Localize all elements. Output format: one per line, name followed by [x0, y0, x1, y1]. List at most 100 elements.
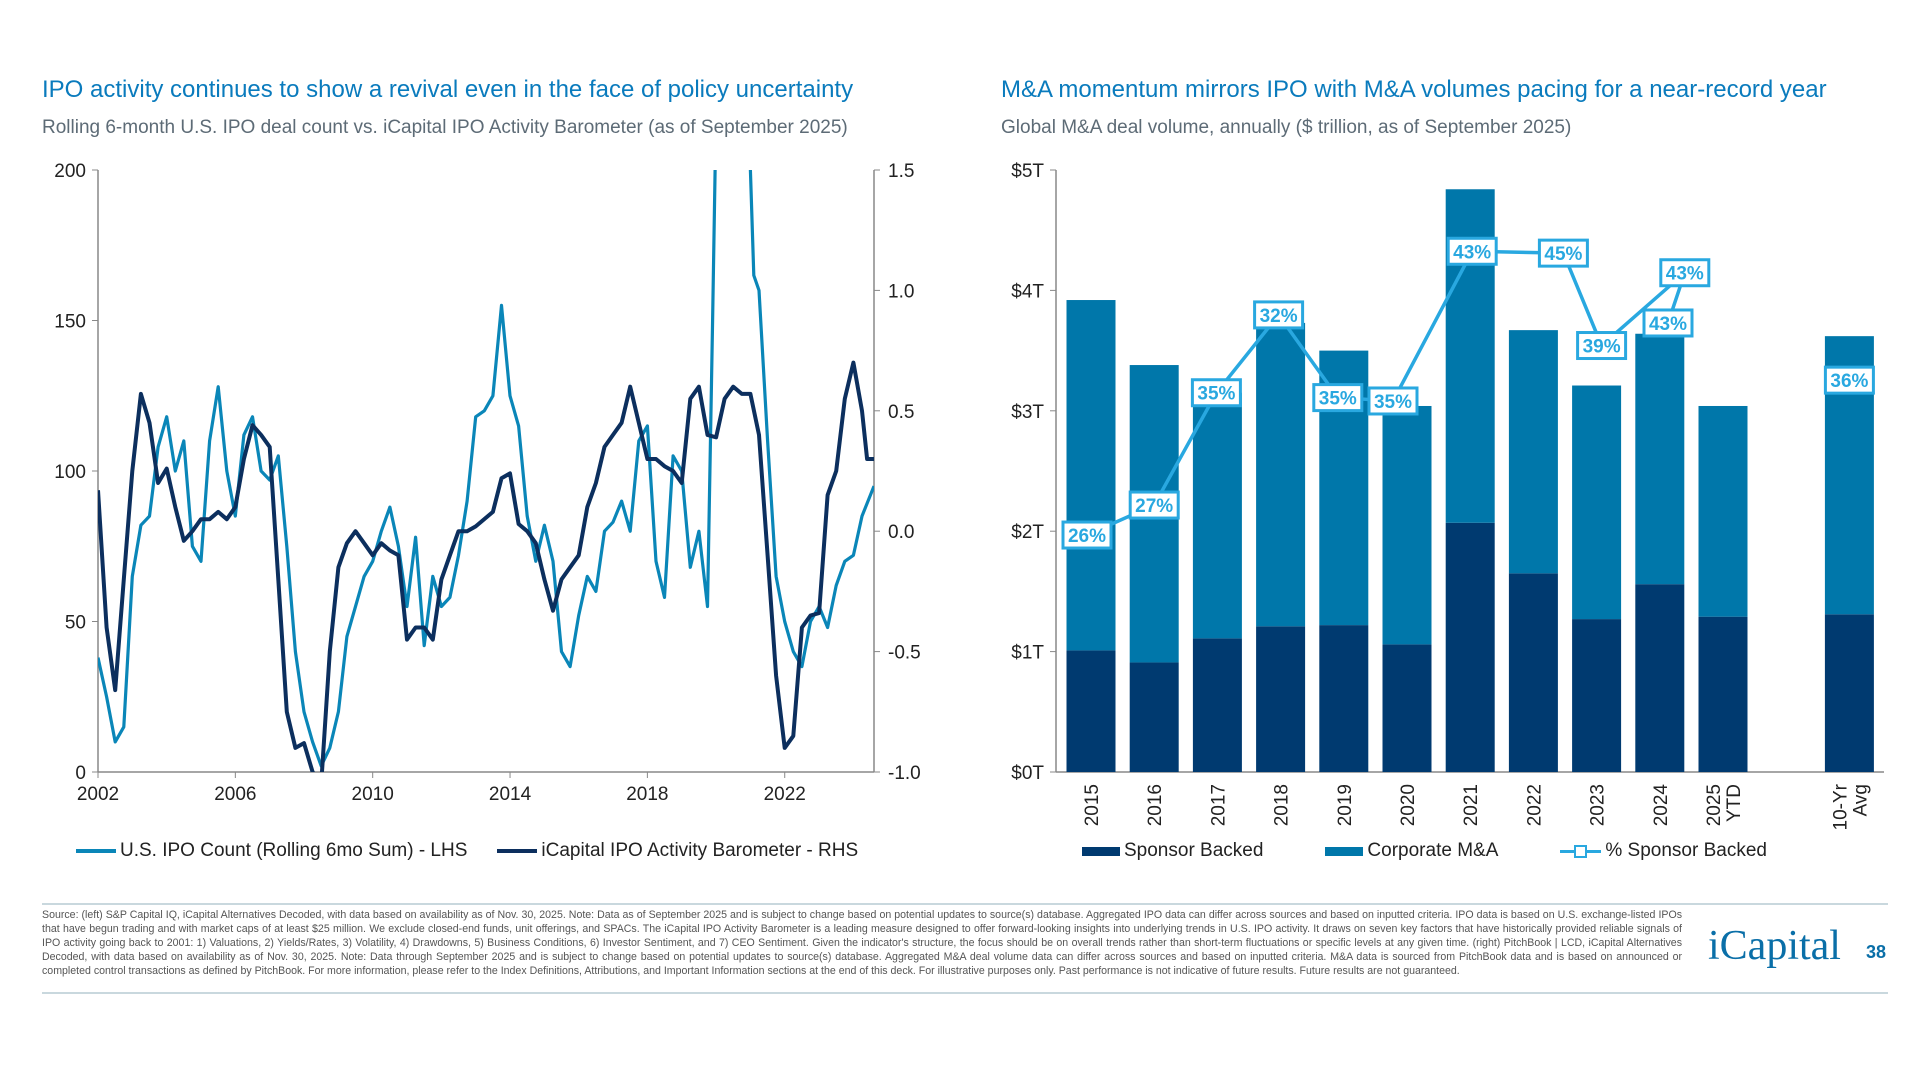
legend-swatch-ipo-count: [76, 849, 116, 853]
pct-sponsor-label: 35%: [1319, 389, 1357, 410]
bar-sponsor-backed: [1508, 573, 1558, 772]
y-left-tick-label: 50: [65, 613, 86, 634]
bar-y-tick-label: $3T: [1011, 402, 1044, 423]
bar-category-label-line: 2020: [1398, 784, 1419, 826]
pct-label-box: [1190, 378, 1242, 408]
bar-category-label: 10-Yr Avg: [1830, 783, 1871, 830]
icapital-logo: iCapital: [1708, 923, 1841, 969]
bar-y-tick-label: $1T: [1011, 643, 1044, 664]
bar-category-label-line: 2018: [1272, 784, 1293, 826]
legend-label-sponsor: Sponsor Backed: [1124, 840, 1264, 861]
bar-sponsor-backed: [1192, 638, 1242, 772]
bar-corporate-ma: [1066, 300, 1116, 651]
bar-category-label-line: 10-Yr: [1830, 783, 1851, 830]
bar-category-label-line: 2024: [1651, 784, 1672, 827]
pct-label-box: [1537, 238, 1589, 268]
y-left-tick-label: 150: [54, 312, 86, 333]
pct-sponsor-label: 27%: [1135, 496, 1173, 517]
y-right-tick-label: 0.0: [888, 522, 914, 543]
bar-corporate-ma: [1572, 385, 1622, 620]
bar-y-tick-label: $4T: [1011, 281, 1044, 302]
pct-label-box: [1823, 365, 1875, 395]
x-tick-label: 2022: [764, 784, 806, 805]
pct-sponsor-label: 45%: [1544, 244, 1582, 265]
bar-sponsor-backed: [1066, 650, 1116, 772]
left-chart-subtitle: Rolling 6-month U.S. IPO deal count vs. …: [42, 117, 848, 138]
pct-sponsor-label: 26%: [1068, 526, 1106, 547]
right-chart-title: M&A momentum mirrors IPO with M&A volume…: [1001, 76, 1827, 103]
y-left-tick-label: 100: [54, 462, 86, 483]
pct-label-box: [1253, 300, 1305, 330]
bar-category-label: 2017: [1208, 784, 1229, 826]
bar-sponsor-backed: [1698, 616, 1748, 772]
bar-sponsor-backed: [1635, 584, 1685, 772]
bar-category-label-line: 2019: [1335, 784, 1356, 826]
bar-sponsor-backed: [1445, 522, 1495, 772]
bar-sponsor-backed: [1256, 626, 1306, 772]
bar-category-label-line: 2016: [1145, 784, 1166, 826]
bar-category-label: 2024: [1651, 784, 1672, 827]
pct-sponsor-label: 39%: [1583, 337, 1621, 358]
bar-y-tick-label: $5T: [1011, 161, 1044, 182]
y-right-tick-label: 1.0: [888, 281, 914, 302]
pct-sponsor-label: 36%: [1830, 371, 1868, 392]
bar-sponsor-backed: [1129, 662, 1179, 772]
pct-sponsor-label: 43%: [1666, 264, 1704, 285]
bar-category-label: 2025 YTD: [1704, 784, 1745, 826]
bar-corporate-ma: [1698, 405, 1748, 617]
bar-sponsor-backed: [1824, 614, 1874, 772]
pct-sponsor-label: 35%: [1197, 384, 1235, 405]
legend-swatch-pct-sponsor: [1560, 844, 1605, 858]
pct-label-box: [1312, 383, 1364, 413]
footnote-divider-bottom: [42, 992, 1888, 994]
legend-label-barometer: iCapital IPO Activity Barometer - RHS: [541, 840, 859, 861]
x-tick-label: 2018: [626, 784, 668, 805]
y-right-tick-label: -0.5: [888, 643, 921, 664]
bar-category-label-line: 2021: [1461, 784, 1482, 826]
bar-corporate-ma: [1256, 322, 1306, 627]
legend-swatch-corporate: [1325, 846, 1364, 856]
x-tick-label: 2010: [352, 784, 394, 805]
y-right-tick-label: 0.5: [888, 402, 914, 423]
bar-category-label: 2016: [1145, 784, 1166, 826]
barometer-line: [98, 360, 874, 772]
left-legend: U.S. IPO Count (Rolling 6mo Sum) - LHS i…: [76, 840, 858, 862]
bar-category-label: 2015: [1082, 784, 1103, 826]
pct-sponsor-label: 43%: [1453, 242, 1491, 263]
legend-label-ipo-count: U.S. IPO Count (Rolling 6mo Sum) - LHS: [120, 840, 468, 861]
bar-category-label-line: 2017: [1208, 784, 1229, 826]
bar-category-label-line: YTD: [1724, 784, 1745, 822]
bar-category-label: 2022: [1524, 784, 1545, 826]
left-chart-title: IPO activity continues to show a revival…: [42, 76, 854, 103]
bar-category-label: 2018: [1272, 784, 1293, 826]
pct-label-box: [1659, 258, 1711, 288]
page-number: 38: [1866, 942, 1887, 962]
y-right-tick-label: 1.5: [888, 161, 914, 182]
y-left-tick-label: 200: [54, 161, 86, 182]
bar-sponsor-backed: [1319, 625, 1369, 772]
bar-corporate-ma: [1382, 405, 1432, 645]
pct-label-box: [1367, 386, 1419, 416]
legend-label-pct-sponsor: % Sponsor Backed: [1605, 840, 1767, 861]
y-left-tick-label: 0: [75, 763, 86, 784]
x-tick-label: 2002: [77, 784, 119, 805]
legend-label-corporate: Corporate M&A: [1367, 840, 1499, 861]
bar-y-tick-label: $0T: [1011, 763, 1044, 784]
y-right-tick-label: -1.0: [888, 763, 921, 784]
bar-category-label-line: 2023: [1588, 784, 1609, 826]
pct-label-box: [1642, 308, 1694, 338]
bar-category-label-line: 2025: [1704, 784, 1725, 826]
bar-sponsor-backed: [1572, 619, 1622, 772]
footnote-divider-top: [42, 903, 1888, 905]
x-tick-label: 2014: [489, 784, 532, 805]
pct-sponsor-label: 35%: [1374, 392, 1412, 413]
bar-corporate-ma: [1635, 333, 1685, 585]
pct-label-box: [1128, 490, 1180, 520]
right-chart-subtitle: Global M&A deal volume, annually ($ tril…: [1001, 117, 1572, 138]
pct-label-box: [1061, 520, 1113, 550]
footnote: Source: (left) S&P Capital IQ, iCapital …: [42, 909, 1682, 977]
bar-sponsor-backed: [1382, 644, 1432, 772]
bar-corporate-ma: [1192, 392, 1242, 639]
bar-category-label-line: 2015: [1082, 784, 1103, 826]
